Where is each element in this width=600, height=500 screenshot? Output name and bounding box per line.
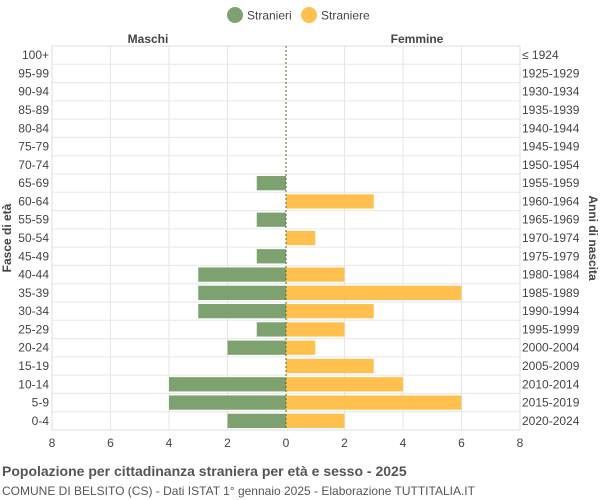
birth-year-label: 1985-1989: [522, 286, 580, 300]
birth-year-label: ≤ 1924: [522, 48, 559, 62]
bar-straniere-15-19: [286, 358, 374, 374]
age-label: 80-84: [18, 121, 49, 135]
age-label: 45-49: [18, 249, 49, 263]
bar-stranieri-55-59: [256, 212, 286, 227]
birth-year-label: 2015-2019: [522, 396, 580, 410]
birth-year-label: 1930-1934: [522, 85, 580, 99]
age-label: 0-4: [32, 414, 50, 428]
x-tick-label: 8: [49, 436, 56, 450]
chart-subtitle: COMUNE DI BELSITO (CS) - Dati ISTAT 1° g…: [2, 484, 475, 498]
age-label: 65-69: [18, 176, 49, 190]
bar-stranieri-0-4: [227, 413, 286, 428]
age-label: 100+: [22, 48, 49, 62]
birth-year-label: 1970-1974: [522, 231, 580, 245]
bar-straniere-30-34: [286, 304, 374, 319]
birth-year-label: 1960-1964: [522, 194, 580, 208]
birth-year-label: 1995-1999: [522, 322, 580, 336]
bar-stranieri-30-34: [198, 304, 286, 319]
age-label: 95-99: [18, 66, 49, 80]
age-label: 5-9: [32, 396, 50, 410]
x-tick-label: 4: [166, 436, 173, 450]
bar-stranieri-45-49: [256, 249, 286, 264]
birth-year-label: 2005-2009: [522, 359, 580, 373]
bar-stranieri-35-39: [198, 285, 286, 300]
bar-straniere-25-29: [286, 322, 345, 337]
bar-stranieri-10-14: [169, 377, 286, 392]
age-label: 70-74: [18, 158, 49, 172]
bar-straniere-0-4: [286, 413, 345, 428]
age-label: 60-64: [18, 194, 49, 208]
x-tick-label: 2: [224, 436, 231, 450]
age-label: 20-24: [18, 341, 49, 355]
age-label: 85-89: [18, 103, 49, 117]
age-label: 25-29: [18, 322, 49, 336]
legend-swatch-stranieri: [227, 7, 243, 23]
birth-year-label: 1940-1944: [522, 121, 580, 135]
legend-label-stranieri: Stranieri: [247, 9, 292, 23]
birth-year-label: 1965-1969: [522, 213, 580, 227]
legend: Stranieri Straniere: [227, 7, 370, 23]
birth-year-label: 2020-2024: [522, 414, 580, 428]
x-tick-label: 8: [517, 436, 524, 450]
population-pyramid-chart: Stranieri Straniere Maschi Femmine 100+ 9…: [0, 7, 600, 450]
age-label: 90-94: [18, 85, 49, 99]
age-group-labels: 100+ 95-99 90-94 85-89 80-84 75-79 70-74 65-69 6…: [18, 48, 49, 428]
bar-straniere-20-24: [286, 340, 316, 355]
legend-swatch-straniere: [301, 7, 317, 23]
bar-straniere-35-39: [286, 285, 462, 300]
birth-year-label: 1925-1929: [522, 66, 580, 80]
age-label: 40-44: [18, 268, 49, 282]
bar-stranieri-20-24: [227, 340, 286, 355]
chart-title: Popolazione per cittadinanza straniera p…: [2, 463, 407, 479]
birth-year-label: 2000-2004: [522, 341, 580, 355]
bar-straniere-5-9: [286, 395, 462, 410]
birth-year-label: 1950-1954: [522, 158, 580, 172]
bar-straniere-40-44: [286, 267, 345, 282]
y-axis-label-left: Fasce di età: [0, 203, 14, 272]
bar-stranieri-25-29: [256, 322, 286, 337]
x-tick-label: 4: [400, 436, 407, 450]
bar-straniere-50-54: [286, 230, 316, 246]
birth-year-label: 2010-2014: [522, 377, 580, 391]
birth-year-label: 1955-1959: [522, 176, 580, 190]
bar-straniere-60-64: [286, 194, 374, 209]
birth-year-label: 1935-1939: [522, 103, 580, 117]
birth-year-label: 1990-1994: [522, 304, 580, 318]
bar-straniere-10-14: [286, 377, 403, 392]
x-tick-label: 0: [283, 436, 290, 450]
age-label: 35-39: [18, 286, 49, 300]
birth-year-label: 1975-1979: [522, 249, 580, 263]
age-label: 10-14: [18, 377, 49, 391]
bar-stranieri-65-69: [256, 176, 286, 191]
age-label: 75-79: [18, 140, 49, 154]
bar-stranieri-40-44: [198, 267, 286, 282]
birth-year-label: 1945-1949: [522, 140, 580, 154]
birth-year-label: 1980-1984: [522, 268, 580, 282]
bars: [169, 176, 462, 428]
right-header-femmine: Femmine: [391, 32, 444, 46]
age-label: 50-54: [18, 231, 49, 245]
x-tick-label: 6: [107, 436, 114, 450]
left-header-maschi: Maschi: [128, 32, 169, 46]
x-axis-ticks: 8 6 4 2 0 2 4 6 8: [49, 436, 524, 450]
bar-stranieri-5-9: [169, 395, 286, 410]
birth-year-labels: ≤ 1924 1925-1929 1930-1934 1935-1939 1940-19…: [522, 48, 580, 428]
x-tick-label: 2: [341, 436, 348, 450]
x-tick-label: 6: [458, 436, 465, 450]
age-label: 15-19: [18, 359, 49, 373]
legend-label-straniere: Straniere: [321, 9, 370, 23]
y-axis-label-right: Anni di nascita: [586, 195, 600, 281]
age-label: 30-34: [18, 304, 49, 318]
age-label: 55-59: [18, 213, 49, 227]
